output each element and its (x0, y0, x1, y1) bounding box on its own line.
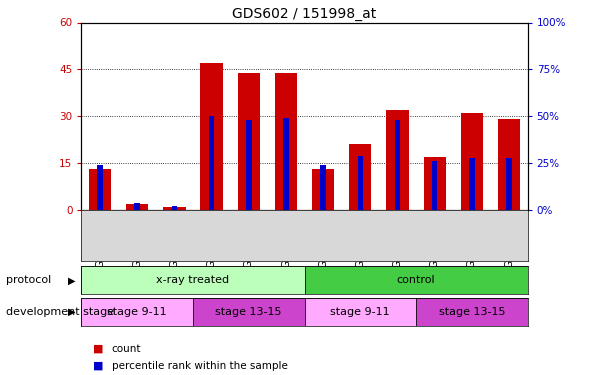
Bar (81, 298, 193, 326)
Bar (349, 144, 371, 210)
Text: x-ray treated: x-ray treated (156, 275, 230, 285)
Bar (200, 63, 223, 210)
Bar (416, 298, 528, 326)
Bar (81, 266, 305, 294)
Text: count: count (112, 344, 141, 354)
Text: ■: ■ (93, 361, 104, 370)
Bar (193, 298, 305, 326)
Text: stage 13-15: stage 13-15 (438, 307, 505, 317)
Text: control: control (397, 275, 435, 285)
Text: stage 13-15: stage 13-15 (215, 307, 282, 317)
Bar (498, 119, 520, 210)
Bar (89, 170, 111, 210)
Bar (134, 202, 140, 210)
Text: ▶: ▶ (68, 307, 75, 317)
Text: stage 9-11: stage 9-11 (330, 307, 390, 317)
Bar (172, 206, 177, 210)
Text: ■: ■ (93, 344, 104, 354)
Text: development stage: development stage (6, 307, 114, 317)
Bar (97, 165, 103, 210)
Bar (395, 120, 400, 210)
Bar (461, 113, 483, 210)
Bar (387, 110, 409, 210)
Bar (469, 158, 475, 210)
Text: ▶: ▶ (68, 275, 75, 285)
Bar (320, 165, 326, 210)
Bar (305, 266, 528, 294)
Text: protocol: protocol (6, 275, 51, 285)
Bar (246, 120, 251, 210)
Bar (305, 298, 416, 326)
Bar (312, 170, 334, 210)
Bar (423, 157, 446, 210)
Bar (507, 158, 512, 210)
Bar (163, 207, 186, 210)
Bar (126, 204, 148, 210)
Bar (238, 72, 260, 210)
Text: percentile rank within the sample: percentile rank within the sample (112, 361, 288, 370)
Text: stage 9-11: stage 9-11 (107, 307, 167, 317)
Bar (358, 156, 363, 210)
Bar (209, 116, 214, 210)
Bar (432, 161, 437, 210)
Bar (275, 72, 297, 210)
Title: GDS602 / 151998_at: GDS602 / 151998_at (232, 8, 377, 21)
Bar (283, 118, 289, 210)
